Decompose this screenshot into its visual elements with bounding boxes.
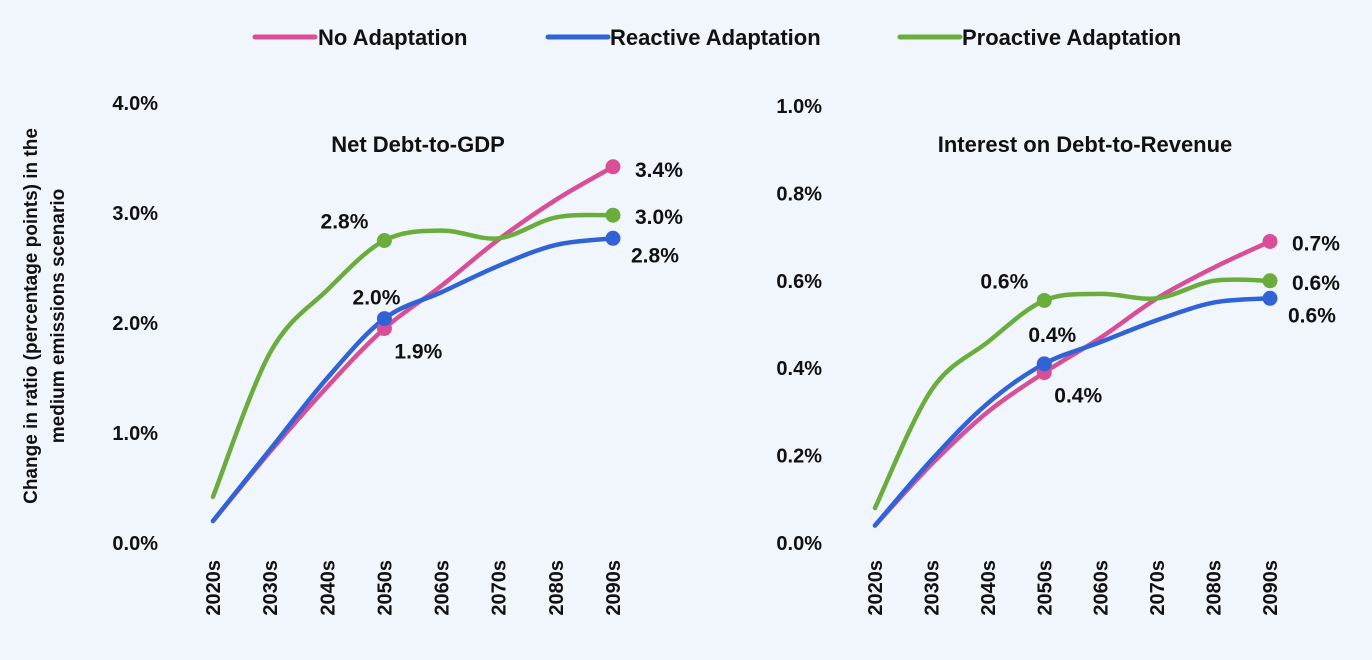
y-tick-label: 0.0%	[776, 533, 822, 555]
x-tick-label: 2060s	[1091, 560, 1113, 616]
data-point-reactive-adaptation	[1036, 356, 1052, 372]
y-tick-label: 1.0%	[112, 423, 158, 445]
data-point-no-adaptation	[605, 159, 621, 175]
y-tick-label: 0.2%	[776, 446, 822, 468]
x-tick-label: 2070s	[1147, 560, 1169, 616]
series-line-no-adaptation	[872, 239, 1273, 528]
data-label-proactive-adaptation: 3.0%	[635, 206, 683, 229]
x-tick-label: 2090s	[603, 560, 625, 616]
legend-label-no-adaptation: No Adaptation	[318, 25, 468, 50]
data-label-reactive-adaptation: 2.0%	[353, 287, 401, 310]
legend-label-proactive-adaptation: Proactive Adaptation	[962, 25, 1181, 50]
data-label-no-adaptation: 0.4%	[1054, 385, 1102, 408]
y-tick-label: 2.0%	[112, 313, 158, 335]
x-tick-label: 2090s	[1260, 560, 1282, 616]
y-tick-label: 0.6%	[776, 271, 822, 293]
y-axis-label-line-2: medium emissions scenario	[48, 189, 69, 444]
y-tick-label: 4.0%	[112, 93, 158, 115]
data-point-reactive-adaptation	[376, 311, 392, 327]
legend-item-reactive-adaptation: Reactive Adaptation	[545, 25, 821, 50]
data-point-proactive-adaptation	[605, 207, 621, 223]
data-point-proactive-adaptation	[1262, 273, 1278, 289]
data-point-reactive-adaptation	[605, 230, 621, 246]
legend-item-proactive-adaptation: Proactive Adaptation	[897, 25, 1181, 50]
series-line-reactive-adaptation	[872, 296, 1273, 528]
y-tick-label: 1.0%	[776, 96, 822, 118]
chart-interest-on-debt-to-revenue: Interest on Debt-to-Revenue 0.0% 0.2% 0.4% 0…	[776, 96, 1340, 616]
legend-item-no-adaptation: No Adaptation	[252, 25, 468, 50]
data-label-no-adaptation: 1.9%	[394, 341, 442, 364]
data-label-no-adaptation: 3.4%	[635, 159, 683, 182]
data-label-proactive-adaptation: 0.6%	[980, 270, 1028, 293]
y-axis-label-line-1: Change in ratio (percentage points) in t…	[21, 128, 42, 504]
chart-net-debt-to-gdp: Net Debt-to-GDP 0.0% 1.0% 2.0% 3.0% 4.0% 2020s…	[112, 93, 683, 616]
data-label-reactive-adaptation: 0.6%	[1288, 304, 1336, 327]
y-tick-label: 0.0%	[112, 533, 158, 555]
x-tick-label: 2080s	[546, 560, 568, 616]
y-tick-label: 0.4%	[776, 358, 822, 380]
x-tick-label: 2050s	[1034, 560, 1056, 616]
legend: No Adaptation Reactive Adaptation Proact…	[252, 25, 1181, 50]
data-label-proactive-adaptation: 0.6%	[1292, 272, 1340, 295]
data-point-reactive-adaptation	[1262, 290, 1278, 306]
x-tick-label: 2030s	[260, 560, 282, 616]
x-tick-label: 2080s	[1204, 560, 1226, 616]
x-tick-label: 2060s	[432, 560, 454, 616]
x-tick-label: 2020s	[203, 560, 225, 616]
data-label-reactive-adaptation: 2.8%	[631, 244, 679, 267]
series-line-reactive-adaptation	[210, 236, 616, 524]
data-point-proactive-adaptation	[1036, 292, 1052, 308]
chart-title: Net Debt-to-GDP	[331, 132, 505, 157]
legend-label-reactive-adaptation: Reactive Adaptation	[610, 25, 821, 50]
chart-title: Interest on Debt-to-Revenue	[938, 132, 1233, 157]
data-label-no-adaptation: 0.7%	[1292, 232, 1340, 255]
x-tick-label: 2070s	[489, 560, 511, 616]
x-tick-label: 2040s	[317, 560, 339, 616]
data-label-proactive-adaptation: 2.8%	[321, 211, 369, 234]
data-point-no-adaptation	[1262, 233, 1278, 249]
series-line-proactive-adaptation	[872, 277, 1273, 511]
x-tick-label: 2050s	[374, 560, 396, 616]
x-tick-label: 2020s	[865, 560, 887, 616]
data-point-proactive-adaptation	[376, 233, 392, 248]
x-tick-label: 2040s	[978, 560, 1000, 616]
y-tick-label: 3.0%	[112, 203, 158, 225]
data-label-reactive-adaptation: 0.4%	[1028, 324, 1076, 347]
y-tick-label: 0.8%	[776, 183, 822, 205]
x-tick-label: 2030s	[921, 560, 943, 616]
